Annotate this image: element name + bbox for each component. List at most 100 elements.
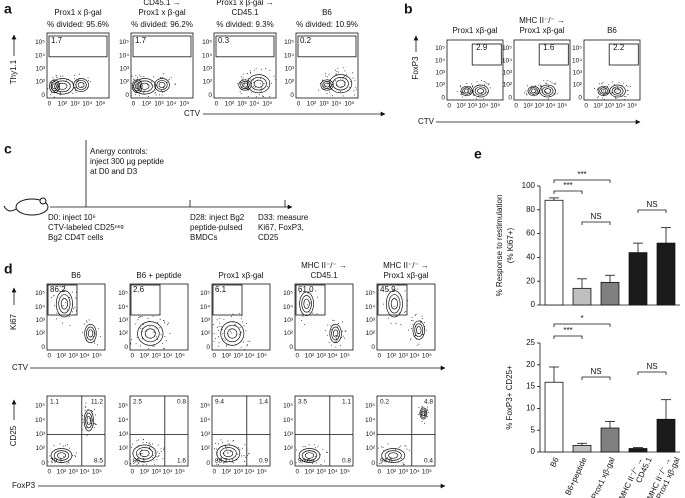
event-dot — [466, 82, 468, 84]
event-dot — [549, 95, 551, 97]
event-dot — [332, 319, 334, 321]
plot-frame — [376, 395, 436, 467]
timeline-text: D0: inject 10⁶ — [48, 213, 96, 222]
contour — [132, 444, 157, 463]
quadrant-value: 11.2 — [91, 399, 104, 406]
bar — [600, 281, 620, 306]
y-tick-label: 10² — [36, 330, 46, 337]
y-tick-label: 10⁴ — [35, 52, 45, 59]
event-dot — [526, 85, 528, 87]
event-dot — [239, 448, 241, 450]
event-dot — [50, 94, 52, 96]
axis-label: Thy1.1 — [9, 59, 18, 84]
event-dot — [51, 92, 53, 94]
event-dot — [315, 462, 317, 464]
y-tick-label: 10⁴ — [118, 304, 128, 311]
event-dot — [355, 86, 357, 88]
event-dot — [152, 331, 154, 333]
contour — [462, 87, 471, 95]
event-dot — [541, 89, 543, 91]
event-dot — [608, 84, 610, 86]
event-dot — [326, 334, 328, 336]
event-dot — [418, 406, 420, 408]
event-dot — [218, 345, 220, 347]
event-dot — [50, 296, 52, 298]
event-dot — [328, 341, 330, 343]
contour — [414, 323, 424, 338]
event-dot — [263, 83, 265, 85]
event-dot — [75, 297, 77, 299]
y-tick-label: 0 — [371, 460, 375, 467]
event-dot — [390, 322, 392, 324]
event-dot — [239, 326, 241, 328]
event-dot — [540, 85, 542, 87]
x-tick-label: 10² — [387, 353, 397, 360]
event-dot — [473, 95, 475, 97]
error-bar — [661, 399, 671, 420]
error-bar — [633, 447, 643, 449]
event-dot — [405, 445, 407, 447]
gate — [608, 43, 639, 66]
event-dot — [340, 90, 342, 92]
event-dot — [140, 75, 142, 77]
x-tick-label: 10⁴ — [328, 353, 338, 360]
gate — [47, 284, 78, 316]
plot-frame — [46, 283, 106, 351]
event-dot — [247, 77, 249, 79]
event-dot — [313, 444, 315, 446]
event-dot — [213, 341, 215, 343]
event-dot — [615, 97, 617, 99]
event-dot — [260, 87, 262, 89]
event-dot — [216, 319, 218, 321]
event-dot — [92, 420, 94, 422]
x-tick-label: 0 — [378, 469, 382, 476]
event-dot — [380, 446, 382, 448]
event-dot — [230, 332, 232, 334]
event-dot — [345, 77, 347, 79]
plot-subtitle: % divided: 10.9% — [296, 20, 358, 29]
y-tick-label: 0 — [124, 460, 128, 467]
x-tick-label: 10³ — [316, 469, 326, 476]
contour — [139, 82, 150, 90]
event-dot — [382, 446, 384, 448]
x-tick-label: 10⁴ — [80, 353, 90, 360]
event-dot — [418, 343, 420, 345]
gate — [132, 35, 192, 58]
x-tick-label: 10³ — [467, 103, 477, 110]
event-dot — [82, 415, 84, 417]
event-dot — [78, 73, 80, 75]
event-dot — [261, 69, 263, 71]
event-dot — [221, 329, 223, 331]
event-dot — [486, 91, 488, 93]
y-tick-label: 10 — [526, 404, 535, 413]
event-dot — [623, 95, 625, 97]
event-dot — [241, 455, 243, 457]
event-dot — [334, 349, 336, 351]
x-tick-label: 0 — [213, 469, 217, 476]
event-dot — [61, 322, 63, 324]
gate-value: 1.6 — [543, 43, 555, 52]
event-dot — [162, 76, 164, 78]
timeline-text: BMDCs — [190, 233, 218, 242]
event-dot — [160, 334, 162, 336]
event-dot — [410, 339, 412, 341]
y-tick-label: 10⁴ — [118, 417, 128, 424]
gate — [215, 35, 275, 58]
event-dot — [388, 289, 390, 291]
event-dot — [335, 341, 337, 343]
event-dot — [93, 423, 95, 425]
event-dot — [231, 459, 233, 461]
contour — [531, 88, 537, 94]
y-tick-label: 10⁵ — [284, 39, 294, 46]
plot-title: MHC II⁻/⁻ → — [519, 16, 565, 25]
event-dot — [615, 90, 617, 92]
y-tick-label: 10⁵ — [365, 403, 375, 410]
event-dot — [340, 345, 342, 347]
quadrant-value: 1.1 — [342, 399, 351, 406]
event-dot — [334, 80, 336, 82]
event-dot — [139, 87, 141, 89]
plot-title: CD45.1 — [231, 8, 259, 17]
event-dot — [69, 324, 71, 326]
y-tick-label: 10⁵ — [119, 39, 129, 46]
event-dot — [342, 67, 344, 69]
